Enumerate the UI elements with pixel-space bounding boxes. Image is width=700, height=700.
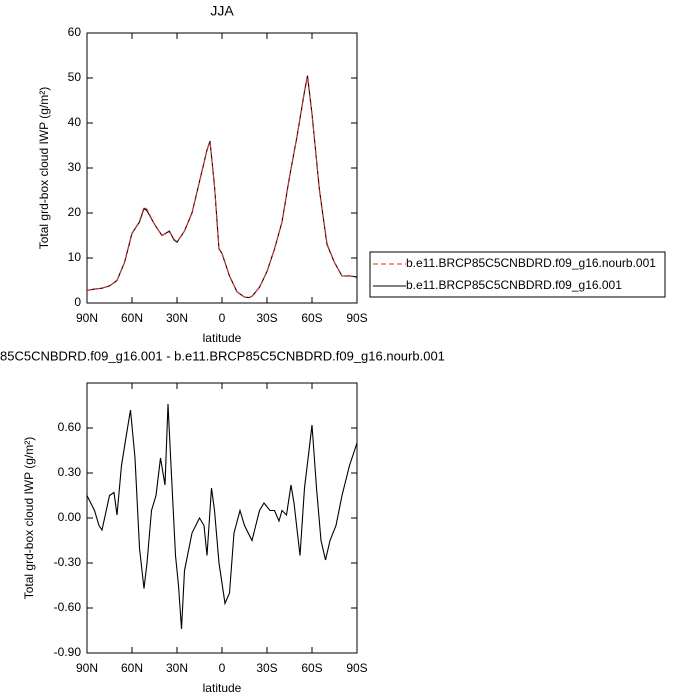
x-axis-label: latitude [203,681,242,695]
y-tick-label: -0.60 [54,600,82,614]
y-tick-label: 0.00 [58,510,82,524]
y-tick-label: 50 [68,70,82,84]
legend-box [369,251,666,298]
data-line [86,403,358,630]
y-tick-label: 10 [68,250,82,264]
y-axis-label: Total grd-box cloud IWP (g/m²) [22,437,36,600]
plot-frame [86,382,358,654]
y-tick-label: 0.30 [58,465,82,479]
legend-label: b.e11.BRCP85C5CNBDRD.f09_g16.nourb.001 [406,256,656,270]
y-tick-label: 0 [74,295,81,309]
y-tick-label: 60 [68,25,82,39]
y-tick-label: 0.60 [58,420,82,434]
x-tick-label: 60N [121,311,143,325]
chart-title: JJA [210,3,234,19]
y-axis-label: Total grd-box cloud IWP (g/m²) [37,87,51,250]
x-tick-label: 60N [121,661,143,675]
x-tick-label: 90S [346,661,367,675]
x-tick-label: 60S [301,311,322,325]
data-line [86,75,358,299]
x-tick-label: 90N [76,661,98,675]
x-tick-label: 30S [256,311,277,325]
data-line [86,76,358,299]
x-tick-label: 90S [346,311,367,325]
plot-frame [86,32,358,304]
x-tick-label: 30N [166,661,188,675]
y-tick-label: 40 [68,115,82,129]
y-tick-label: 20 [68,205,82,219]
x-tick-label: 0 [219,661,226,675]
x-axis-label: latitude [203,331,242,345]
x-tick-label: 90N [76,311,98,325]
x-tick-label: 0 [219,311,226,325]
legend-label: b.e11.BRCP85C5CNBDRD.f09_g16.001 [406,278,622,292]
x-tick-label: 30S [256,661,277,675]
x-tick-label: 30N [166,311,188,325]
y-tick-label: -0.90 [54,645,82,659]
x-tick-label: 60S [301,661,322,675]
chart-title: 85C5CNBDRD.f09_g16.001 - b.e11.BRCP85C5C… [0,348,445,363]
y-tick-label: -0.30 [54,555,82,569]
y-tick-label: 30 [68,160,82,174]
